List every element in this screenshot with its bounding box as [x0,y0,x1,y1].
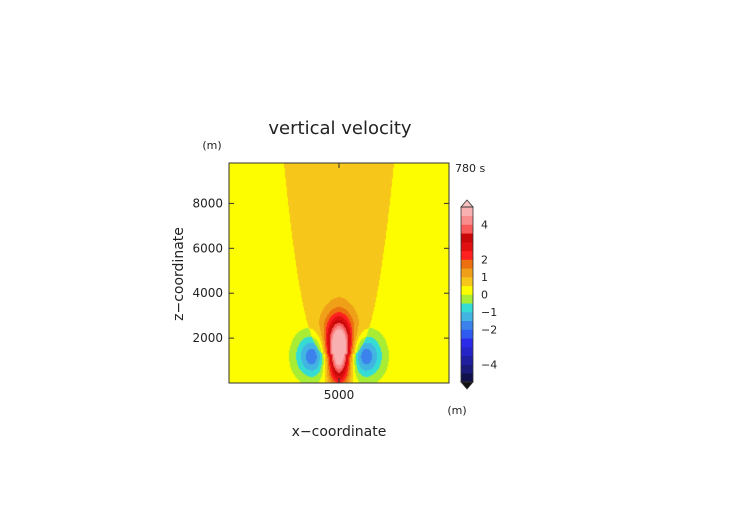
y-axis-label: z−coordinate [171,227,187,321]
y-tick-label-0: 2000 [192,331,223,345]
y-axis-unit: (m) [202,139,221,152]
colorbar-swatch-3 [461,347,473,357]
colorbar-tick-label-0: 4 [481,219,488,232]
colorbar-tick-label-5: −2 [481,324,497,337]
colorbar-top-arrow [460,199,474,208]
colorbar-swatch-12 [461,268,473,278]
colorbar-swatch-6 [461,320,473,330]
x-axis-label: x−coordinate [292,424,387,440]
field-raster-holder [229,163,449,383]
colorbar-frame [460,206,474,383]
colorbar-swatch-8 [461,303,473,313]
velocity-field [229,163,449,383]
time-label: 780 s [455,162,485,175]
colorbar-swatch-16 [461,233,473,243]
colorbar-swatch-9 [461,294,473,304]
colorbar-bottom-arrow [460,381,474,390]
plot-area: 5000 2000 4000 6000 8000 [192,162,450,402]
colorbar-tick-label-3: 0 [481,289,488,302]
colorbar-swatch-19 [461,207,473,217]
colorbar-swatch-5 [461,329,473,339]
colorbar-swatch-14 [461,250,473,260]
x-axis-ticks: 5000 [324,163,355,402]
colorbar-swatch-15 [461,242,473,252]
colorbar-swatch-4 [461,338,473,348]
x-tick-label-0: 5000 [324,388,355,402]
chart-title: vertical velocity [268,118,412,139]
colorbar-swatch-18 [461,215,473,225]
colorbar-tick-label-1: 2 [481,254,488,267]
y-axis-ticks: 2000 4000 6000 8000 [192,196,449,345]
colorbar-tick-label-4: −1 [481,306,497,319]
x-axis-unit: (m) [447,404,466,417]
colorbar-swatch-13 [461,259,473,269]
y-tick-label-3: 8000 [192,196,223,210]
colorbar-swatch-10 [461,285,473,295]
colorbar-swatch-1 [461,364,473,374]
colorbar-swatch-2 [461,355,473,365]
colorbar-tick-label-6: −4 [481,359,497,372]
y-tick-label-2: 6000 [192,241,223,255]
y-tick-label-1: 4000 [192,286,223,300]
colorbar-swatch-7 [461,312,473,322]
colorbar: 4 2 1 0 −1 −2 −4 [460,199,497,390]
colorbar-tick-label-2: 1 [481,271,488,284]
colorbar-swatch-0 [461,373,473,383]
colorbar-swatch-17 [461,224,473,234]
colorbar-swatch-11 [461,277,473,287]
